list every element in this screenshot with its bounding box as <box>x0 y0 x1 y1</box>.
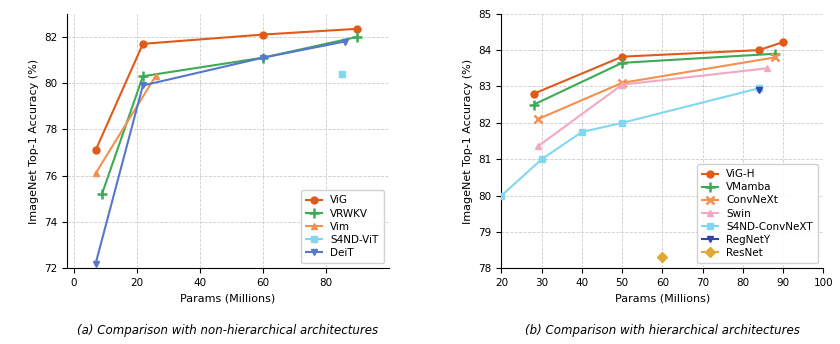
ViG <box>91 148 101 152</box>
VMamba <box>770 52 780 56</box>
Swin <box>533 144 543 149</box>
Line: ViG: ViG <box>92 25 361 154</box>
X-axis label: Params (Millions): Params (Millions) <box>615 293 710 304</box>
Text: (a) Comparison with non-hierarchical architectures: (a) Comparison with non-hierarchical arc… <box>77 324 379 337</box>
S4ND-ConvNeXT <box>537 157 547 161</box>
ViG-H <box>617 55 627 59</box>
S4ND-ConvNeXT <box>577 130 587 134</box>
S4ND-ConvNeXT <box>753 86 764 90</box>
ViG-H <box>778 40 788 44</box>
ConvNeXt <box>617 81 627 85</box>
Line: Vim: Vim <box>92 73 159 177</box>
VRWKV <box>352 35 362 39</box>
Line: S4ND-ConvNeXT: S4ND-ConvNeXT <box>499 86 762 198</box>
ConvNeXt <box>533 117 543 121</box>
ViG <box>138 42 148 46</box>
Line: VRWKV: VRWKV <box>97 32 362 199</box>
Line: Swin: Swin <box>534 65 770 150</box>
ViG-H <box>753 48 764 52</box>
Line: VMamba: VMamba <box>529 49 780 109</box>
Swin <box>617 83 627 87</box>
VMamba <box>617 61 627 65</box>
Legend: ViG-H, VMamba, ConvNeXt, Swin, S4ND-ConvNeXT, RegNetY, ResNet: ViG-H, VMamba, ConvNeXt, Swin, S4ND-Conv… <box>697 164 818 263</box>
ViG <box>352 27 362 31</box>
VRWKV <box>258 56 268 60</box>
Line: ConvNeXt: ConvNeXt <box>533 53 780 123</box>
Y-axis label: ImageNet Top-1 Accuracy (%): ImageNet Top-1 Accuracy (%) <box>29 58 39 224</box>
DeiT <box>258 56 268 60</box>
Line: DeiT: DeiT <box>92 38 349 267</box>
DeiT <box>339 40 349 44</box>
X-axis label: Params (Millions): Params (Millions) <box>181 293 276 304</box>
S4ND-ConvNeXT <box>617 121 627 125</box>
Text: (b) Comparison with hierarchical architectures: (b) Comparison with hierarchical archite… <box>525 324 800 337</box>
DeiT <box>91 262 101 266</box>
ViG <box>258 33 268 37</box>
S4ND-ConvNeXT <box>496 194 507 198</box>
ViG-H <box>528 92 538 96</box>
ConvNeXt <box>770 55 780 60</box>
Vim <box>91 171 101 175</box>
Swin <box>762 66 772 71</box>
VRWKV <box>97 192 107 196</box>
VMamba <box>528 103 538 107</box>
Legend: ViG, VRWKV, Vim, S4ND-ViT, DeiT: ViG, VRWKV, Vim, S4ND-ViT, DeiT <box>301 190 384 263</box>
VRWKV <box>138 74 148 78</box>
Y-axis label: ImageNet Top-1 Accuracy (%): ImageNet Top-1 Accuracy (%) <box>463 58 473 224</box>
Line: ViG-H: ViG-H <box>530 39 786 97</box>
Vim <box>150 74 160 78</box>
DeiT <box>138 84 148 88</box>
